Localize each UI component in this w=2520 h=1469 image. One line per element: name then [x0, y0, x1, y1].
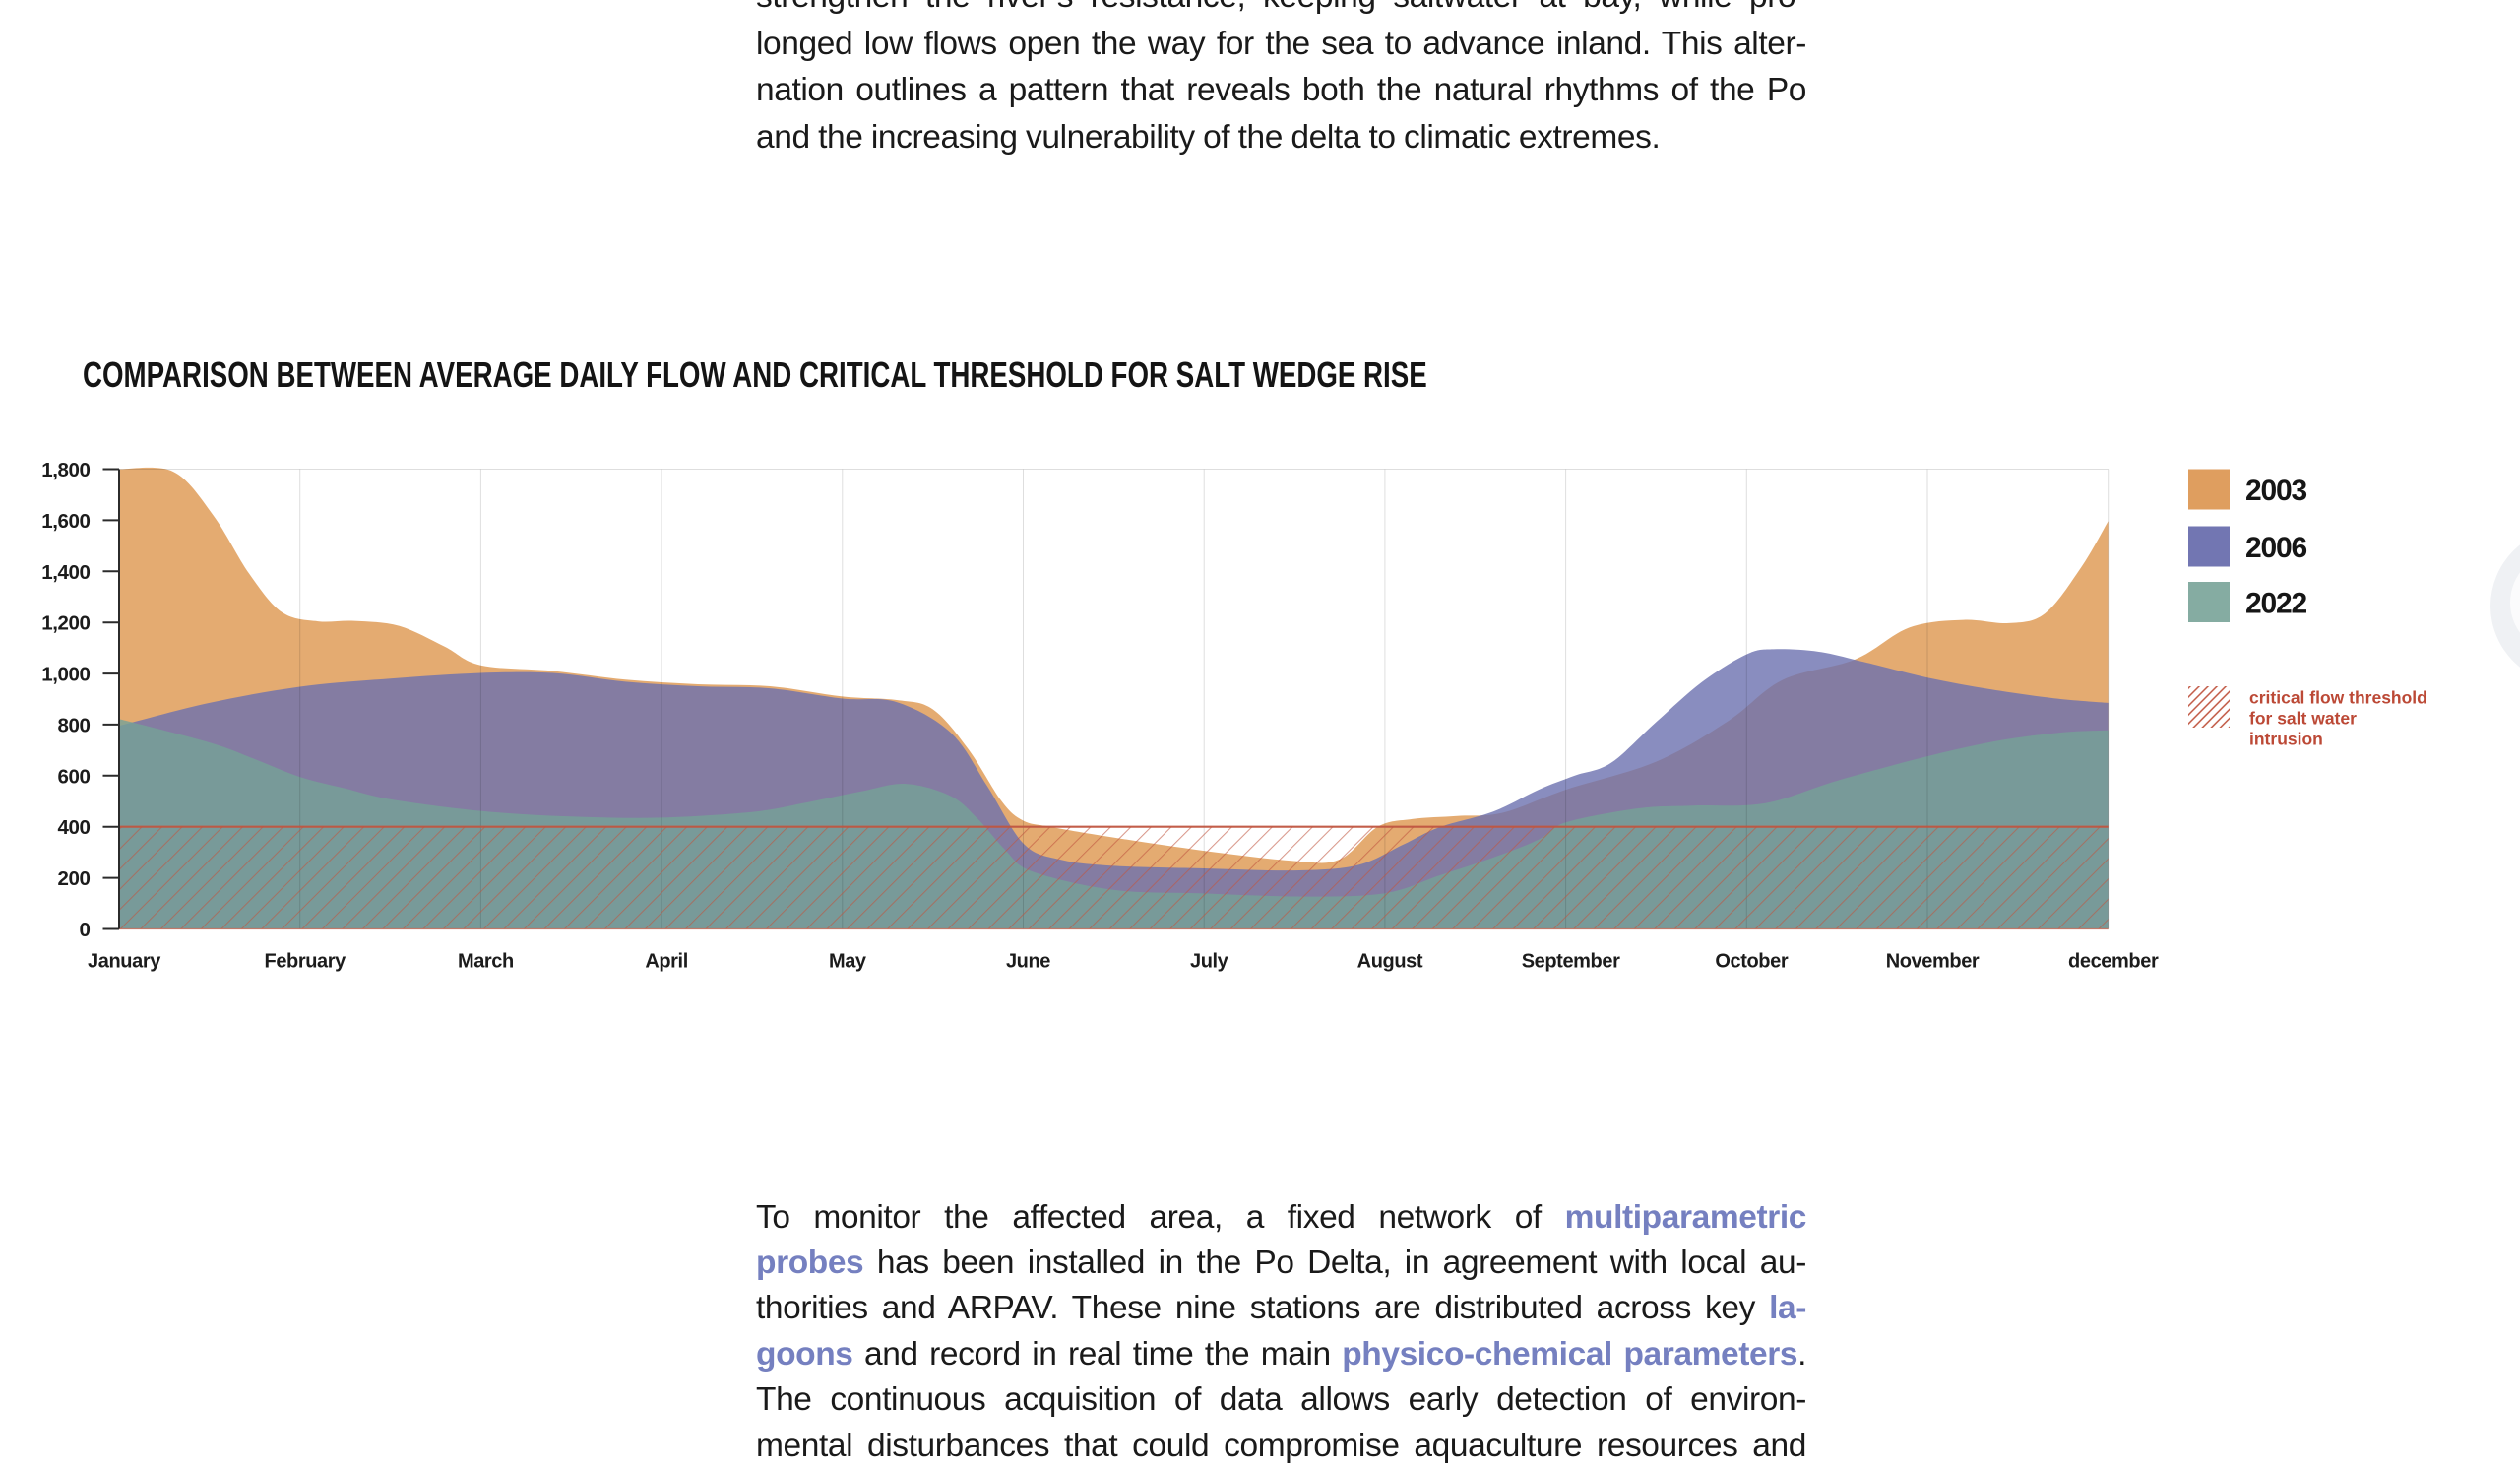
svg-text:2006: 2006	[2245, 532, 2306, 564]
svg-text:for salt water: for salt water	[2249, 709, 2357, 729]
svg-text:600: 600	[57, 765, 90, 788]
svg-text:March: March	[458, 951, 514, 973]
svg-text:2003: 2003	[2245, 475, 2306, 507]
svg-text:November: November	[1886, 951, 1980, 973]
svg-text:October: October	[1715, 951, 1788, 973]
svg-text:1,600: 1,600	[41, 510, 90, 533]
svg-text:200: 200	[57, 867, 90, 890]
svg-text:1,400: 1,400	[41, 561, 90, 584]
svg-text:2022: 2022	[2245, 588, 2306, 620]
svg-text:1,200: 1,200	[41, 612, 90, 635]
svg-text:december: december	[2068, 951, 2159, 973]
svg-text:January: January	[88, 951, 161, 973]
svg-text:800: 800	[57, 714, 90, 736]
svg-text:May: May	[829, 951, 867, 973]
svg-text:February: February	[265, 951, 347, 973]
svg-text:September: September	[1522, 951, 1620, 973]
svg-text:critical flow threshold: critical flow threshold	[2249, 688, 2427, 708]
svg-text:intrusion: intrusion	[2249, 730, 2323, 749]
svg-text:1,800: 1,800	[41, 459, 90, 481]
svg-text:April: April	[645, 951, 688, 973]
svg-text:June: June	[1006, 951, 1050, 973]
svg-text:July: July	[1190, 951, 1229, 973]
svg-text:0: 0	[79, 919, 90, 941]
svg-text:400: 400	[57, 816, 90, 839]
svg-text:1,000: 1,000	[41, 664, 90, 686]
svg-text:August: August	[1357, 951, 1423, 973]
